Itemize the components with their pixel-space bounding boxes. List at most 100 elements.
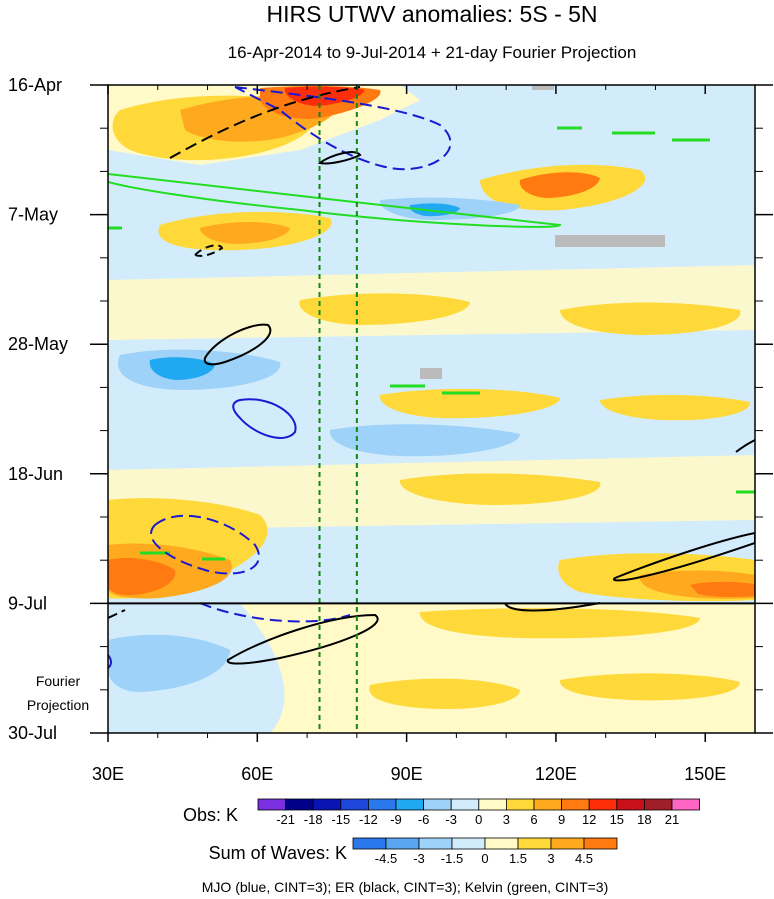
legend-swatch bbox=[484, 837, 519, 850]
legend-swatch bbox=[352, 837, 387, 850]
legend-label: 12 bbox=[582, 812, 596, 827]
legend-swatch bbox=[257, 798, 287, 811]
er-contour bbox=[108, 609, 126, 619]
legend-label: -6 bbox=[418, 812, 430, 827]
legend-swatch bbox=[583, 837, 618, 850]
legend-swatch bbox=[550, 837, 585, 850]
legend-swatch bbox=[561, 798, 590, 811]
legend-label: 1.5 bbox=[509, 851, 527, 866]
mjo-contour bbox=[232, 398, 297, 439]
legend-swatch bbox=[312, 798, 342, 811]
legend-swatch bbox=[395, 798, 425, 811]
legend-label: -4.5 bbox=[375, 851, 397, 866]
legend-label: -18 bbox=[304, 812, 323, 827]
legend-label: 0 bbox=[481, 851, 488, 866]
anomaly-band-moist bbox=[299, 293, 470, 325]
y-axis: 16-Apr 7-May 28-May 18-Jun 9-Jul 30-Jul bbox=[8, 75, 773, 743]
anomaly-band-moist bbox=[600, 394, 751, 421]
legend-swatch bbox=[671, 798, 701, 811]
er-contour bbox=[226, 613, 379, 665]
er-contour bbox=[317, 151, 362, 165]
legend-label: -3 bbox=[445, 812, 457, 827]
mjo-contour bbox=[108, 654, 112, 669]
legend-label: -3 bbox=[413, 851, 425, 866]
obs-legend: -21 -18 -15 -12 -9 -6 -3 0 3 6 9 12 15 18 21 bbox=[257, 798, 701, 827]
legend-swatch bbox=[450, 798, 480, 811]
mjo-contour bbox=[199, 602, 351, 623]
anomaly-band-moist bbox=[379, 388, 560, 419]
missing-data-patch bbox=[532, 85, 554, 90]
y-tick-label: 9-Jul bbox=[8, 593, 47, 613]
missing-data-patch bbox=[420, 368, 442, 379]
projection-label-line2: Projection bbox=[27, 697, 89, 713]
legend-label: 3 bbox=[547, 851, 554, 866]
fourier-projection-field bbox=[108, 603, 755, 733]
anomaly-band-moist bbox=[200, 222, 290, 244]
y-tick-label: 30-Jul bbox=[8, 723, 57, 743]
mjo-contour bbox=[150, 514, 260, 575]
projection-band-moist bbox=[419, 608, 700, 639]
anomaly-band-moist bbox=[560, 302, 741, 335]
anomaly-band-dry bbox=[329, 424, 520, 457]
legend-swatch bbox=[644, 798, 673, 811]
y-tick-label: 16-Apr bbox=[8, 75, 62, 95]
legend-label: 6 bbox=[530, 812, 537, 827]
legend-label: 0 bbox=[475, 812, 482, 827]
y-tick-label: 7-May bbox=[8, 205, 58, 225]
waves-legend: -4.5 -3 -1.5 0 1.5 3 4.5 bbox=[352, 837, 618, 866]
x-tick-label: 90E bbox=[391, 764, 423, 784]
plot-frame bbox=[107, 84, 756, 734]
legend-swatch bbox=[505, 798, 535, 811]
legend-label: 21 bbox=[665, 812, 679, 827]
projection-band-dry bbox=[108, 634, 230, 692]
legend-swatch bbox=[616, 798, 645, 811]
legend-swatch bbox=[588, 798, 618, 811]
x-tick-label: 60E bbox=[241, 764, 273, 784]
legend-swatch bbox=[340, 798, 369, 811]
legend-label: -15 bbox=[331, 812, 350, 827]
y-tick-label: 18-Jun bbox=[8, 464, 63, 484]
legend-label: -12 bbox=[359, 812, 378, 827]
er-contour bbox=[504, 602, 601, 612]
anomaly-band-dry bbox=[149, 357, 215, 380]
reference-longitude-lines bbox=[318, 85, 358, 733]
legend-swatch bbox=[517, 837, 552, 850]
x-axis: 30E 60E 90E 120E 150E bbox=[92, 85, 726, 784]
waves-legend-title: Sum of Waves: K bbox=[209, 843, 347, 863]
legend-label: 3 bbox=[503, 812, 510, 827]
legend-swatch bbox=[423, 798, 452, 811]
legend-label: -21 bbox=[276, 812, 295, 827]
legend-swatch bbox=[285, 798, 314, 811]
legend-label: 9 bbox=[558, 812, 565, 827]
chart-title: HIRS UTWV anomalies: 5S - 5N bbox=[266, 1, 597, 27]
anomaly-band-moist bbox=[399, 473, 601, 505]
mjo-contour bbox=[234, 86, 452, 171]
er-contour bbox=[194, 244, 224, 257]
legend-label: 4.5 bbox=[575, 851, 593, 866]
footnote: MJO (blue, CINT=3); ER (black, CINT=3); … bbox=[202, 879, 609, 895]
projection-label-line1: Fourier bbox=[36, 673, 81, 689]
legend-label: 15 bbox=[610, 812, 624, 827]
er-contour bbox=[203, 323, 272, 366]
legend-label: -9 bbox=[390, 812, 402, 827]
legend-swatch bbox=[418, 837, 453, 850]
legend-swatch bbox=[451, 837, 486, 850]
legend-swatch bbox=[533, 798, 563, 811]
legend-swatch bbox=[367, 798, 397, 811]
er-contour bbox=[169, 86, 361, 159]
anomaly-band-moist bbox=[108, 558, 176, 596]
legend-label: -1.5 bbox=[441, 851, 463, 866]
er-contour bbox=[612, 531, 755, 582]
plot-area bbox=[108, 85, 755, 733]
anomaly-band-moist bbox=[690, 581, 755, 598]
observed-anomaly-field bbox=[108, 85, 755, 602]
x-tick-label: 120E bbox=[535, 764, 577, 784]
missing-data-patch bbox=[555, 235, 665, 247]
projection-band-moist bbox=[559, 673, 740, 701]
chart-subtitle: 16-Apr-2014 to 9-Jul-2014 + 21-day Fouri… bbox=[228, 43, 637, 62]
y-tick-label: 28-May bbox=[8, 334, 68, 354]
x-tick-label: 30E bbox=[92, 764, 124, 784]
x-tick-label: 150E bbox=[684, 764, 726, 784]
legend-swatch bbox=[478, 798, 507, 811]
